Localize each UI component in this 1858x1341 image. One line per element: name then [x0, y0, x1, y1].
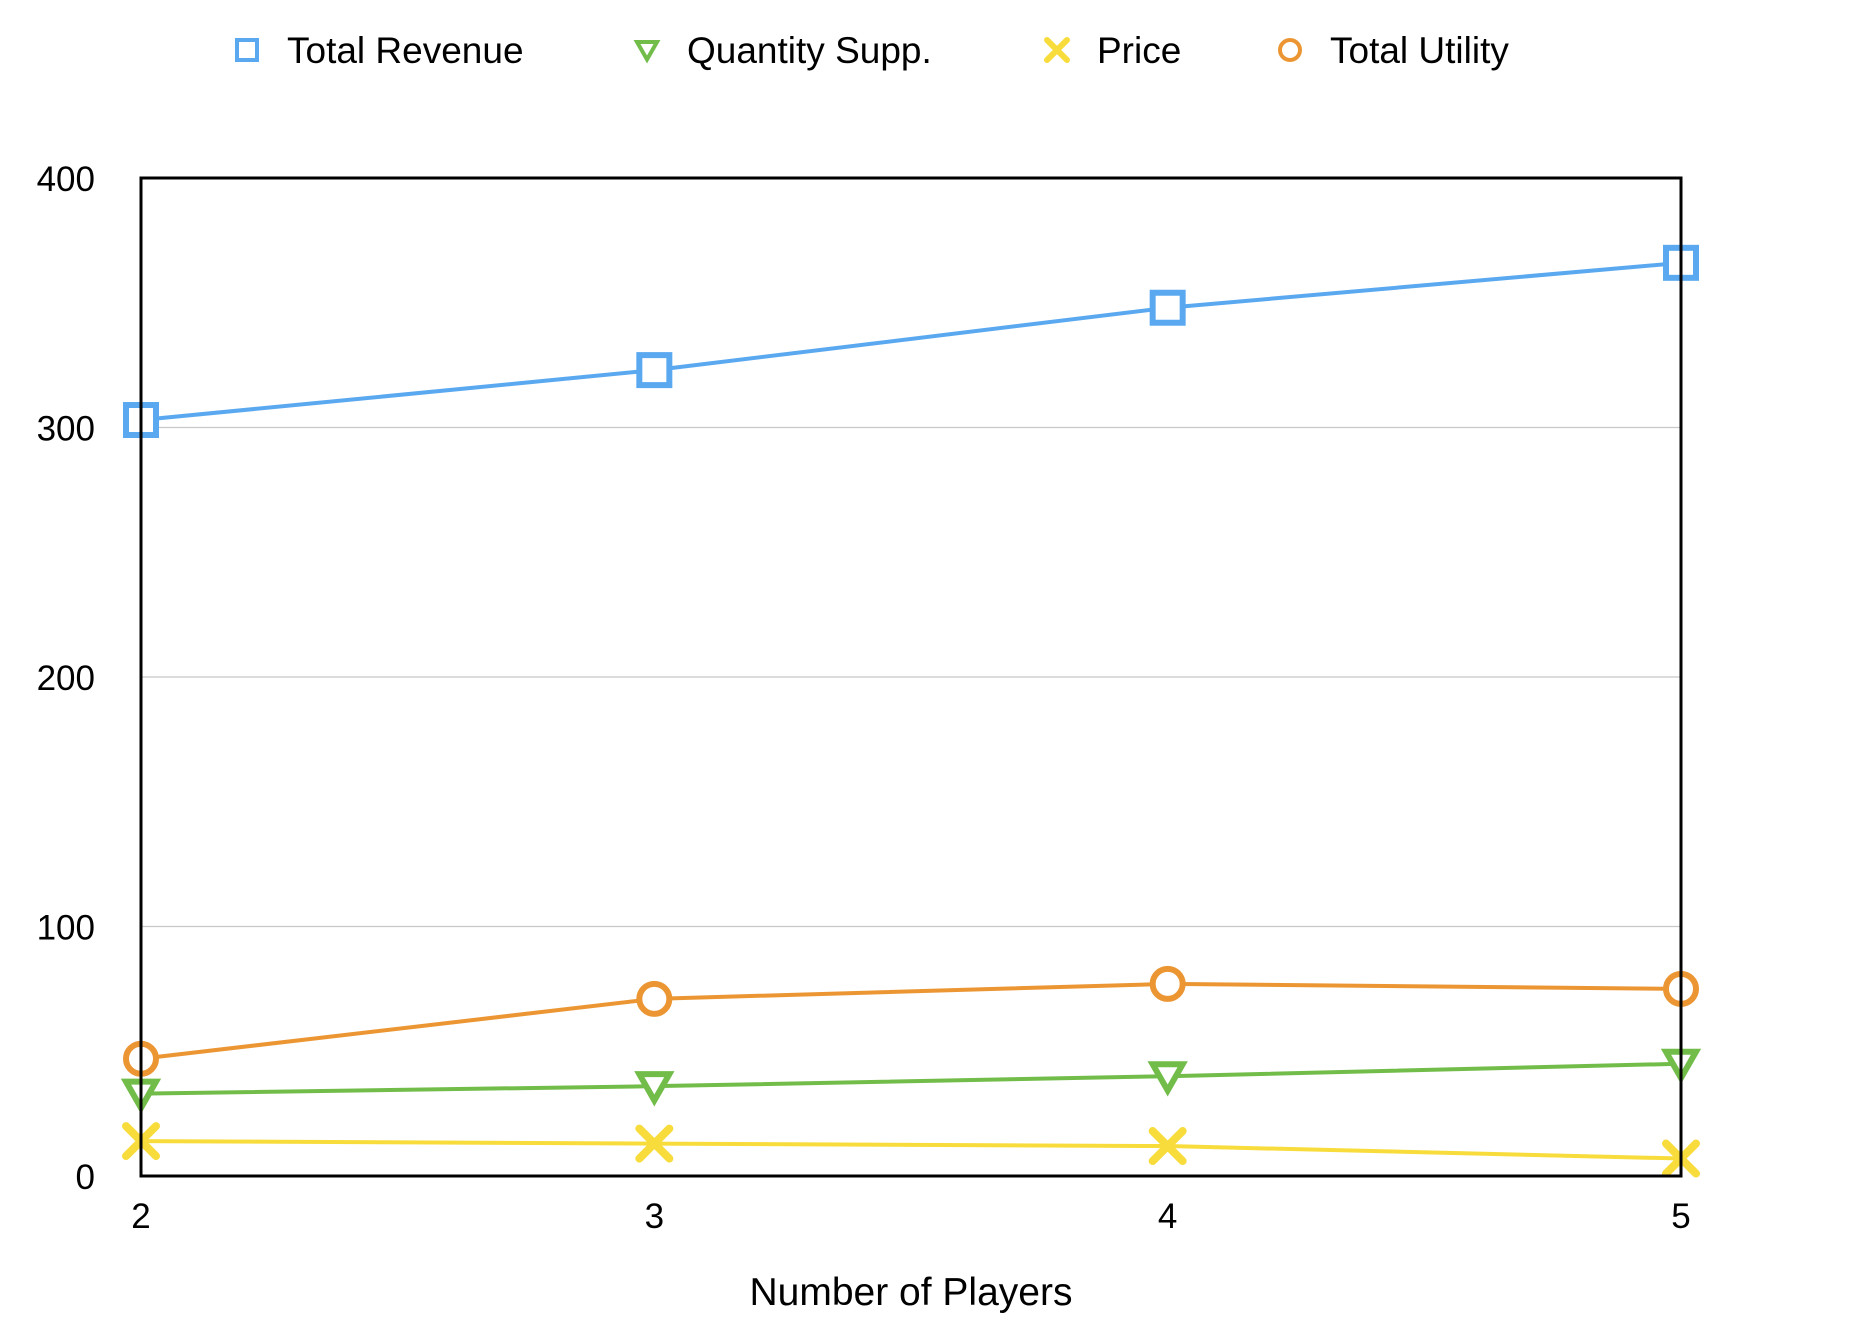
x-tick-label-5: 5 [1671, 1197, 1690, 1236]
series-line-total-revenue [140, 260, 1682, 423]
data-point-price-4-shape [1148, 1127, 1187, 1166]
data-point-quantity-supp-4 [1147, 1061, 1188, 1097]
legend-label-price: Price [1097, 30, 1181, 71]
y-tick-label-200: 200 [37, 659, 95, 698]
series-line-quantity-supp [140, 1061, 1682, 1096]
data-point-total-utility-4-shape [1149, 965, 1186, 1002]
gridlines [141, 426, 1681, 928]
series-layer [120, 244, 1702, 1178]
legend-marker-quantity-supp-shape [633, 40, 661, 64]
data-point-total-revenue-3 [636, 352, 673, 389]
data-point-price-3-shape [635, 1124, 674, 1163]
legend-item-quantity-supp: Quantity Supp. [633, 30, 932, 71]
legend: Total Revenue Quantity Supp. Price Total Ut… [235, 30, 1509, 71]
series-quantity-supp [120, 1048, 1702, 1114]
x-tick-label-2: 2 [131, 1197, 150, 1236]
data-point-total-revenue-3-shape [636, 352, 673, 389]
legend-marker-total-utility-shape [1278, 38, 1302, 62]
y-tick-label-400: 400 [37, 160, 95, 199]
legend-item-total-revenue: Total Revenue [235, 30, 524, 71]
legend-marker-total-revenue [235, 38, 259, 62]
data-point-total-utility-3 [636, 980, 673, 1017]
data-point-price-3 [635, 1124, 674, 1163]
series-total-revenue [123, 244, 1699, 439]
x-axis-title: Number of Players [750, 1271, 1073, 1314]
legend-marker-total-revenue-shape [235, 38, 259, 62]
data-point-quantity-supp-4-shape [1147, 1061, 1188, 1097]
series-total-utility [123, 965, 1699, 1077]
legend-marker-price [1044, 37, 1070, 63]
plot-frame [139, 176, 1683, 1178]
axes: Number of Players 0 100 200 300 400 2 3 4 5 [37, 160, 1691, 1314]
data-point-quantity-supp-3-shape [634, 1071, 675, 1107]
data-point-total-utility-3-shape [636, 980, 673, 1017]
legend-label-total-utility: Total Utility [1330, 30, 1509, 71]
y-tick-label-100: 100 [37, 909, 95, 948]
plot-border [139, 176, 1683, 1178]
legend-item-total-utility: Total Utility [1278, 30, 1509, 71]
data-point-total-utility-4 [1149, 965, 1186, 1002]
legend-label-total-revenue: Total Revenue [287, 30, 524, 71]
x-tick-label-3: 3 [645, 1197, 664, 1236]
data-point-total-revenue-4 [1149, 289, 1186, 326]
legend-marker-total-utility [1278, 38, 1302, 62]
y-tick-label-300: 300 [37, 410, 95, 449]
y-tick-label-0: 0 [76, 1158, 95, 1197]
legend-item-price: Price [1044, 30, 1181, 71]
legend-marker-price-shape [1044, 37, 1070, 63]
data-point-price-4 [1148, 1127, 1187, 1166]
series-line-total-utility [140, 981, 1682, 1061]
data-point-quantity-supp-3 [634, 1071, 675, 1107]
legend-marker-quantity-supp [633, 40, 661, 64]
x-tick-label-4: 4 [1158, 1197, 1177, 1236]
data-point-total-revenue-4-shape [1149, 289, 1186, 326]
legend-label-quantity-supp: Quantity Supp. [687, 30, 932, 71]
series-price [122, 1122, 1700, 1178]
series-line-price [140, 1139, 1682, 1161]
